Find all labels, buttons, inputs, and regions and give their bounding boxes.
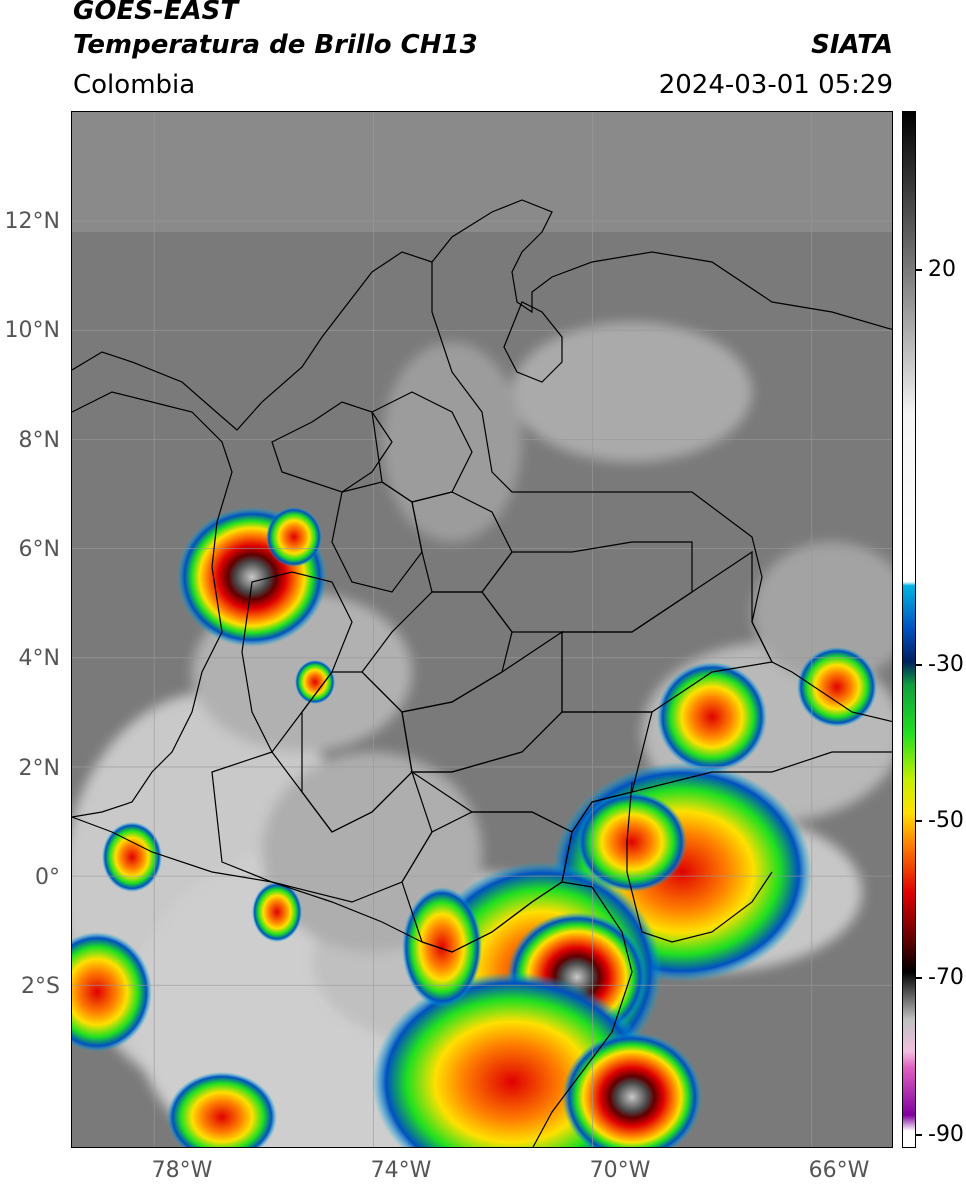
storm-pacific xyxy=(102,822,162,892)
dept-1 xyxy=(271,401,393,493)
cbar-label-m90: -90 xyxy=(928,1122,964,1147)
convective-storms xyxy=(72,507,877,1147)
cbar-tick-m90 xyxy=(916,1134,922,1136)
storm-venezuela-south xyxy=(797,647,877,727)
lat-label-8n: 8°N xyxy=(18,428,60,453)
borders xyxy=(72,199,892,1147)
lat-label-2s: 2°S xyxy=(21,974,60,999)
lat-label-6n: 6°N xyxy=(18,537,60,562)
storm-amazonas-ne xyxy=(657,662,767,772)
brazil-border-west xyxy=(626,781,773,943)
map-canvas xyxy=(72,112,892,1147)
cbar-tick-m30 xyxy=(916,664,922,666)
lon-label-66w: 66°W xyxy=(808,1158,870,1183)
dept-13 xyxy=(401,811,573,953)
storm-ecuador xyxy=(252,882,302,942)
product-title: Temperatura de Brillo CH13 xyxy=(73,30,478,60)
lat-label-4n: 4°N xyxy=(18,646,60,671)
cbar-label-m70: -70 xyxy=(928,965,964,990)
storm-coast-south xyxy=(72,932,152,1052)
satellite-map[interactable] xyxy=(71,111,893,1148)
maracaibo-lake xyxy=(503,301,563,383)
venezuela-border xyxy=(431,262,892,723)
cbar-tick-m50 xyxy=(916,820,922,822)
upper-haze xyxy=(72,112,892,232)
lat-label-10n: 10°N xyxy=(4,318,60,343)
cbar-label-m50: -50 xyxy=(928,808,964,833)
lat-label-0: 0° xyxy=(35,865,60,890)
dept-3 xyxy=(331,481,423,593)
peru-border xyxy=(532,886,633,1147)
brand-label: SIATA xyxy=(811,30,893,60)
storm-core-southeast xyxy=(562,1032,702,1147)
dept-5 xyxy=(481,541,693,633)
lat-label-12n: 12°N xyxy=(4,209,60,234)
lat-label-2n: 2°N xyxy=(18,756,60,781)
temperature-colorbar xyxy=(902,111,916,1148)
cbar-label-m30: -30 xyxy=(928,652,964,677)
timestamp-label: 2024-03-01 05:29 xyxy=(658,70,893,100)
cbar-tick-20 xyxy=(916,269,922,271)
cbar-label-20: 20 xyxy=(928,257,956,282)
lon-label-78w: 78°W xyxy=(151,1158,213,1183)
storm-peru xyxy=(167,1072,277,1147)
pacific-coast xyxy=(72,391,233,818)
storm-tolima xyxy=(295,660,335,704)
dept-12 xyxy=(211,751,433,903)
lon-label-74w: 74°W xyxy=(370,1158,432,1183)
region-label: Colombia xyxy=(73,70,196,100)
cbar-tick-m70 xyxy=(916,977,922,979)
caribbean-coast xyxy=(72,199,892,431)
lon-label-70w: 70°W xyxy=(589,1158,651,1183)
satellite-title: GOES-EAST xyxy=(73,0,239,26)
storm-choco-north xyxy=(266,507,322,567)
